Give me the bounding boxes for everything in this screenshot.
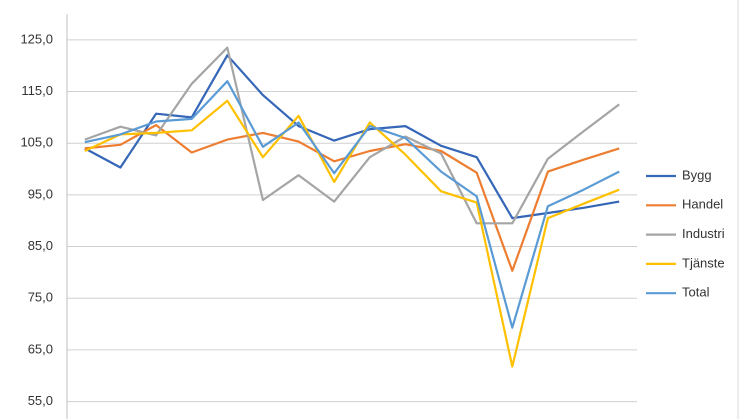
y-tick-label: 115,0 xyxy=(21,83,53,98)
legend-label: Handel xyxy=(682,197,723,212)
y-tick-label: 95,0 xyxy=(28,186,53,201)
series-line xyxy=(84,46,620,225)
y-tick-label: 85,0 xyxy=(28,238,53,253)
legend-label: Tjänste xyxy=(682,255,725,270)
legend-label: Industri xyxy=(682,226,725,241)
series-line xyxy=(84,99,620,368)
series-line xyxy=(84,54,620,220)
y-tick-label: 65,0 xyxy=(28,341,53,356)
y-tick-label: 125,0 xyxy=(20,31,53,46)
y-tick-label: 55,0 xyxy=(28,393,53,408)
legend-label: Bygg xyxy=(682,167,712,182)
series-line xyxy=(84,124,620,272)
y-tick-label: 105,0 xyxy=(20,135,53,150)
series-line xyxy=(84,80,620,329)
y-tick-label: 75,0 xyxy=(28,290,53,305)
legend-label: Total xyxy=(682,285,710,300)
